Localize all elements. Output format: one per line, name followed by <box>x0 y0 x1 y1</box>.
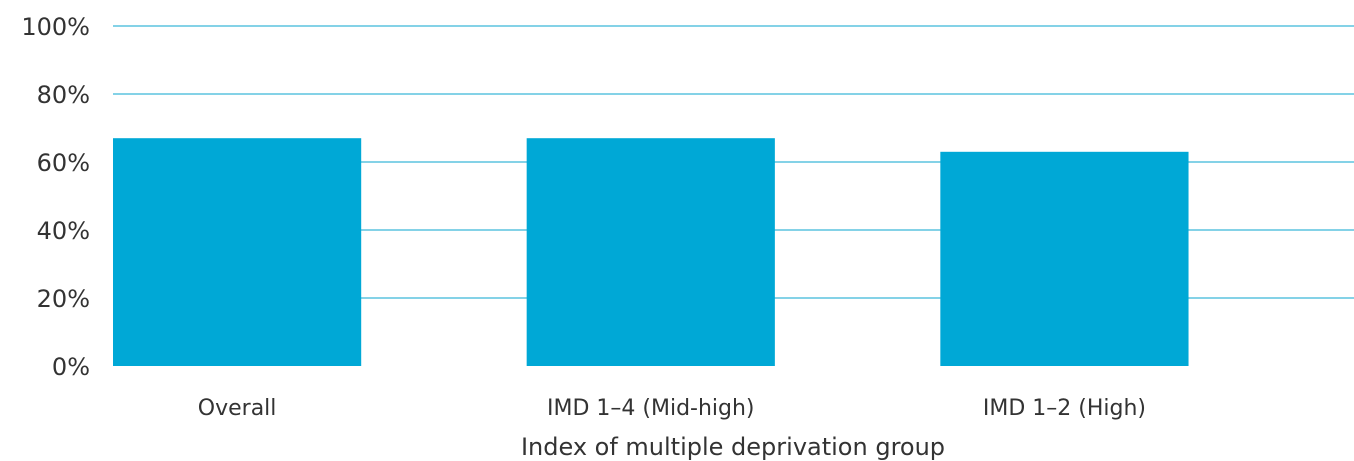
bar <box>940 151 1189 366</box>
y-tick-label: 60% <box>37 149 90 177</box>
y-axis-ticks: 0% 20% 40% 60% 80% 100% <box>21 13 90 381</box>
y-tick-label: 0% <box>52 353 90 381</box>
x-category-label: IMD 1–4 (Mid-high) <box>547 396 755 421</box>
bar <box>526 138 775 366</box>
x-category-label: IMD 1–2 (High) <box>983 396 1146 421</box>
x-axis-categories: Overall IMD 1–4 (Mid-high) IMD 1–2 (High) <box>198 396 1146 421</box>
y-tick-label: 40% <box>37 217 90 245</box>
y-tick-label: 20% <box>37 285 90 313</box>
x-category-label: Overall <box>198 396 277 421</box>
y-tick-label: 80% <box>37 81 90 109</box>
y-tick-label: 100% <box>21 13 90 41</box>
bar <box>113 138 362 366</box>
bars <box>113 138 1189 366</box>
x-axis-title: Index of multiple deprivation group <box>521 433 945 461</box>
